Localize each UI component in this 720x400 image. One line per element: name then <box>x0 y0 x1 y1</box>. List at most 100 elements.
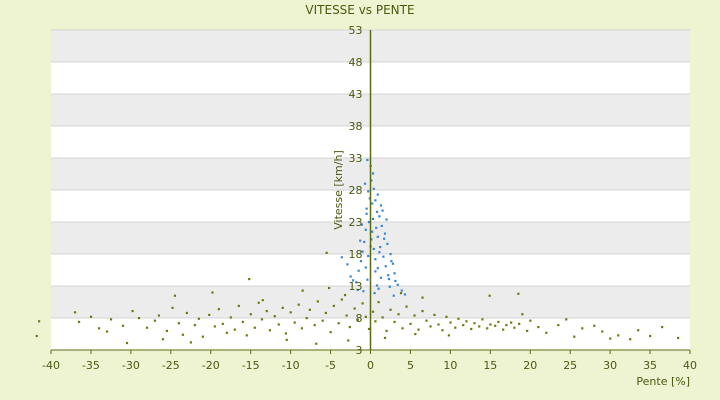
data-point-high <box>378 251 381 254</box>
data-point-high <box>386 242 389 245</box>
data-point-high <box>359 239 362 242</box>
data-point-low <box>193 324 196 327</box>
data-point-low <box>165 329 169 332</box>
data-point-low <box>486 327 489 330</box>
data-point-low <box>510 321 513 324</box>
data-point-low <box>385 329 388 332</box>
data-point-low <box>345 314 348 317</box>
data-point-low <box>260 318 264 321</box>
data-point-low <box>340 298 343 301</box>
data-point-low <box>321 319 324 322</box>
data-point-low <box>637 329 640 332</box>
data-point-high <box>374 270 377 273</box>
data-point-high <box>371 172 375 175</box>
data-point-high <box>380 224 383 228</box>
data-point-low <box>233 328 236 331</box>
data-point-high <box>376 235 379 238</box>
data-point-high <box>362 290 365 293</box>
data-point-high <box>364 266 367 269</box>
data-point-low <box>125 341 129 345</box>
data-point-high <box>371 202 374 205</box>
data-point-low <box>364 315 367 318</box>
data-point-low <box>249 313 252 316</box>
data-point-low <box>401 327 404 330</box>
data-point-low <box>581 327 584 330</box>
data-point-low <box>377 301 380 304</box>
data-point-low <box>289 311 292 314</box>
data-point-low <box>281 306 284 309</box>
x-tick-label: 15 <box>483 359 497 372</box>
data-point-low <box>324 311 327 315</box>
data-point-low <box>77 320 81 324</box>
data-point-low <box>529 319 532 322</box>
y-tick-label: 48 <box>349 56 363 69</box>
data-point-low <box>367 327 371 331</box>
data-point-low <box>356 318 359 322</box>
data-point-low <box>161 338 165 341</box>
data-point-low <box>177 322 180 325</box>
x-tick-label: 0 <box>367 359 374 372</box>
data-point-low <box>425 319 428 322</box>
data-point-high <box>390 260 393 263</box>
data-point-low <box>518 322 521 325</box>
data-point-low <box>332 304 335 308</box>
data-point-high <box>379 245 382 249</box>
data-point-high <box>363 182 367 185</box>
data-point-high <box>387 274 390 277</box>
data-point-low <box>437 323 440 326</box>
data-point-low <box>417 328 420 331</box>
data-point-high <box>360 223 363 226</box>
data-point-high <box>356 288 359 292</box>
data-point-low <box>661 325 664 329</box>
x-tick-label: 5 <box>407 359 414 372</box>
data-point-low <box>497 320 500 324</box>
data-point-high <box>361 250 364 253</box>
data-point-low <box>248 277 251 281</box>
data-point-low <box>308 308 311 311</box>
data-point-high <box>366 278 369 281</box>
data-point-high <box>357 269 360 272</box>
data-point-low <box>449 321 452 324</box>
data-point-low <box>208 313 211 316</box>
data-point-low <box>537 325 540 329</box>
data-point-high <box>387 277 391 281</box>
x-tick-label: -5 <box>325 359 336 372</box>
data-point-high <box>376 267 379 270</box>
data-point-low <box>337 322 340 325</box>
data-point-high <box>364 228 367 231</box>
data-point-low <box>145 326 149 329</box>
data-point-low <box>374 320 377 323</box>
data-point-high <box>372 187 375 190</box>
data-point-low <box>409 322 412 325</box>
data-point-high <box>359 260 363 263</box>
data-point-high <box>349 275 352 278</box>
data-point-low <box>97 327 101 330</box>
y-axis-label: Vitesse [km/h] <box>332 150 345 230</box>
data-point-low <box>89 315 93 318</box>
data-point-high <box>371 217 375 220</box>
data-point-low <box>131 309 134 313</box>
data-point-low <box>273 315 276 318</box>
data-point-low <box>253 326 256 329</box>
data-point-low <box>181 333 184 336</box>
data-point-low <box>153 319 157 322</box>
data-point-low <box>315 342 318 345</box>
data-point-low <box>526 329 529 332</box>
data-point-high <box>381 209 384 212</box>
data-point-low <box>261 299 264 302</box>
data-point-low <box>109 318 113 321</box>
data-point-low <box>185 311 188 315</box>
data-point-low <box>517 292 520 295</box>
data-point-low <box>565 318 568 321</box>
data-point-low <box>121 324 125 327</box>
x-tick-label: -30 <box>122 359 140 372</box>
y-tick-label: 28 <box>349 184 363 197</box>
data-point-high <box>391 262 395 265</box>
data-point-low <box>441 329 444 332</box>
data-point-low <box>593 324 596 327</box>
data-point-high <box>346 263 349 266</box>
x-tick-label: -25 <box>162 359 180 372</box>
data-point-high <box>366 158 369 162</box>
